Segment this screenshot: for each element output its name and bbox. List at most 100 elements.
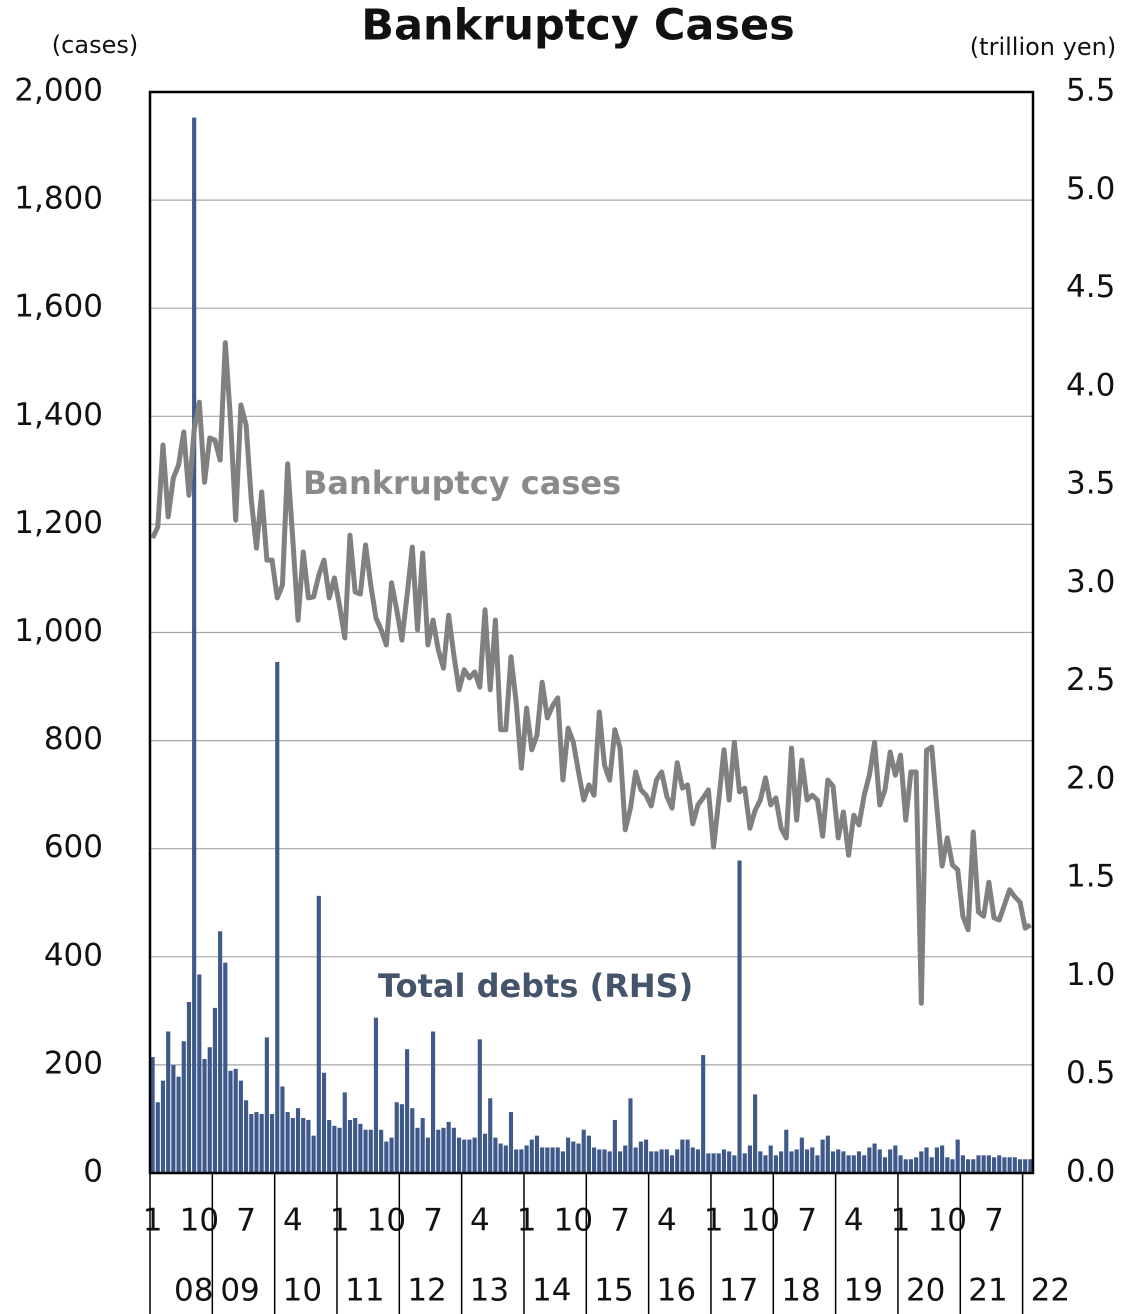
x-group-label: 17 [719,1273,758,1309]
bar [654,1151,659,1173]
bar [342,1092,347,1173]
x-tick-label: 4 [283,1203,303,1239]
bar [446,1121,451,1173]
bar [794,1149,799,1173]
bar [695,1149,701,1173]
bar [275,661,280,1173]
x-group-label: 12 [407,1273,446,1309]
bar [534,1135,540,1173]
bar [638,1141,643,1173]
bar [332,1125,337,1173]
x-tick-label: 4 [657,1203,677,1239]
x-tick-label: 7 [236,1203,256,1239]
y2-tick-label: 0.0 [1066,1154,1115,1190]
bar [337,1127,342,1173]
bar [882,1157,888,1173]
bar [747,1145,752,1173]
bar [202,1059,207,1173]
x-group-label: 22 [1031,1273,1070,1309]
y-tick-label: 800 [44,721,103,757]
bar [181,1041,186,1173]
y-tick-label: 1,000 [14,613,103,649]
bar [456,1137,462,1173]
bar [779,1151,784,1173]
bar [716,1153,721,1173]
y-tick-label: 0 [83,1154,103,1190]
bar [1017,1159,1023,1173]
line-annotation: Bankruptcy cases [303,464,621,502]
bar [612,1119,617,1173]
x-tick-label: 10 [741,1203,780,1239]
y2-tick-label: 3.0 [1066,564,1115,600]
x-group-label: 11 [345,1273,384,1309]
bar [810,1147,815,1173]
y-axis-label: (cases) [52,31,138,59]
x-tick-label: 10 [554,1203,593,1239]
bar [415,1127,420,1173]
x-group-label: 19 [844,1273,883,1309]
bar [914,1157,919,1173]
bar [373,1017,379,1173]
bar [893,1145,898,1173]
bar [675,1149,680,1173]
bar [425,1137,430,1173]
bar [347,1119,353,1173]
y2-tick-label: 2.0 [1066,760,1115,796]
y2-tick-label: 5.5 [1066,73,1115,109]
bar [540,1147,545,1173]
y2-tick-label: 0.5 [1066,1055,1115,1091]
bar [285,1112,290,1173]
bar [503,1145,508,1173]
bar [321,1072,327,1173]
bar [399,1104,404,1173]
y-tick-label: 1,400 [14,397,103,433]
bar [384,1141,389,1173]
y-tick-label: 600 [44,829,103,865]
y2-axis-label: (trillion yen) [970,33,1116,61]
bar [264,1037,269,1173]
y-tick-label: 1,200 [14,505,103,541]
bar [477,1039,482,1173]
bar [799,1137,804,1173]
bar [690,1147,695,1173]
bar [763,1155,768,1173]
bar [358,1123,363,1173]
bar [976,1155,981,1173]
bar [607,1151,612,1173]
bar [602,1149,607,1173]
bar [846,1155,851,1173]
bar [498,1143,503,1173]
bar [649,1151,654,1173]
x-group-label: 14 [532,1273,571,1309]
grid [150,91,1033,1174]
bar [856,1151,862,1173]
bar [820,1139,825,1173]
y-tick-label: 400 [44,937,103,973]
x-group-label: 21 [968,1273,1007,1309]
bar [441,1127,446,1173]
x-tick-label: 7 [423,1203,443,1239]
y2-tick-label: 4.0 [1066,367,1115,403]
bar [223,962,228,1173]
x-group-label: 08 [174,1273,213,1309]
bar [166,1031,171,1173]
bar [867,1147,872,1173]
bar [436,1129,441,1173]
y2-tick-label: 1.5 [1066,859,1115,895]
bar [643,1139,649,1173]
bar [581,1129,586,1173]
bar [773,1155,778,1173]
bar [280,1086,285,1173]
plot-frame [148,90,1035,1175]
bar [732,1155,737,1173]
bar [576,1143,581,1173]
bar [919,1151,924,1173]
x-group-label: 15 [594,1273,633,1309]
bar [929,1157,934,1173]
x-tick-label: 1 [330,1203,350,1239]
bar [1023,1159,1028,1173]
bar [451,1127,456,1173]
bar [669,1155,675,1173]
bar [327,1119,332,1173]
bar [160,1080,166,1173]
